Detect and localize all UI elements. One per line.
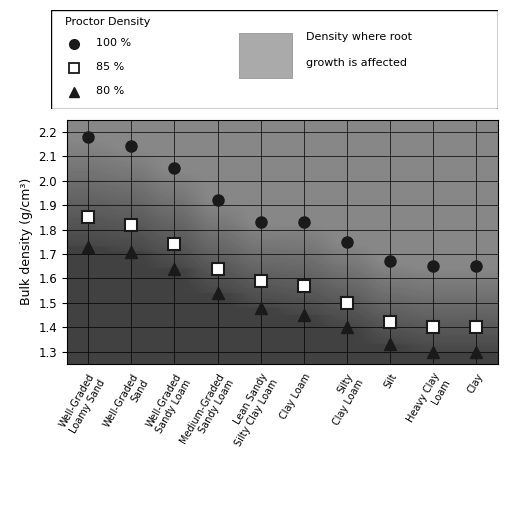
80 %	[128, 249, 134, 255]
FancyBboxPatch shape	[239, 33, 292, 77]
Line: 100 %: 100 %	[83, 131, 482, 272]
100 %	[430, 263, 436, 269]
100 %	[171, 165, 177, 172]
85 %	[473, 324, 479, 331]
Line: 85 %: 85 %	[83, 212, 482, 333]
85 %	[85, 214, 91, 220]
85 %	[214, 266, 221, 272]
80 %	[258, 305, 264, 311]
80 %	[214, 290, 221, 296]
80 %	[85, 243, 91, 250]
85 %	[258, 278, 264, 284]
100 %	[301, 219, 307, 225]
100 %	[387, 258, 393, 265]
80 %	[301, 312, 307, 318]
Text: Proctor Density: Proctor Density	[65, 17, 150, 28]
Text: 100 %: 100 %	[96, 38, 131, 48]
Text: growth is affected: growth is affected	[306, 58, 407, 68]
Line: 80 %: 80 %	[83, 241, 482, 357]
100 %	[258, 219, 264, 225]
100 %	[85, 134, 91, 140]
85 %	[171, 241, 177, 248]
80 %	[387, 341, 393, 347]
100 %	[214, 197, 221, 203]
100 %	[128, 144, 134, 150]
100 %	[344, 239, 350, 245]
85 %	[301, 283, 307, 289]
FancyBboxPatch shape	[51, 10, 498, 109]
80 %	[344, 324, 350, 331]
Text: 80 %: 80 %	[96, 86, 124, 96]
85 %	[387, 319, 393, 326]
80 %	[430, 349, 436, 355]
85 %	[128, 222, 134, 228]
80 %	[171, 266, 177, 272]
80 %	[473, 349, 479, 355]
85 %	[344, 300, 350, 306]
Text: Density where root: Density where root	[306, 32, 412, 42]
85 %	[430, 324, 436, 331]
Text: 85 %: 85 %	[96, 62, 124, 72]
Y-axis label: Bulk density (g/cm³): Bulk density (g/cm³)	[19, 178, 33, 305]
100 %	[473, 263, 479, 269]
